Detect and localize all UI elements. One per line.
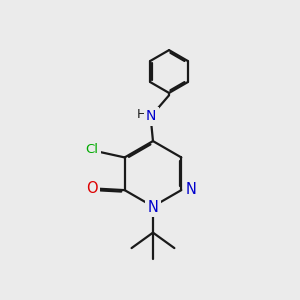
- Text: N: N: [148, 200, 158, 214]
- Text: Cl: Cl: [85, 143, 98, 156]
- Text: O: O: [86, 181, 98, 196]
- Text: H: H: [136, 108, 146, 122]
- Text: N: N: [185, 182, 196, 197]
- Text: N: N: [146, 109, 156, 123]
